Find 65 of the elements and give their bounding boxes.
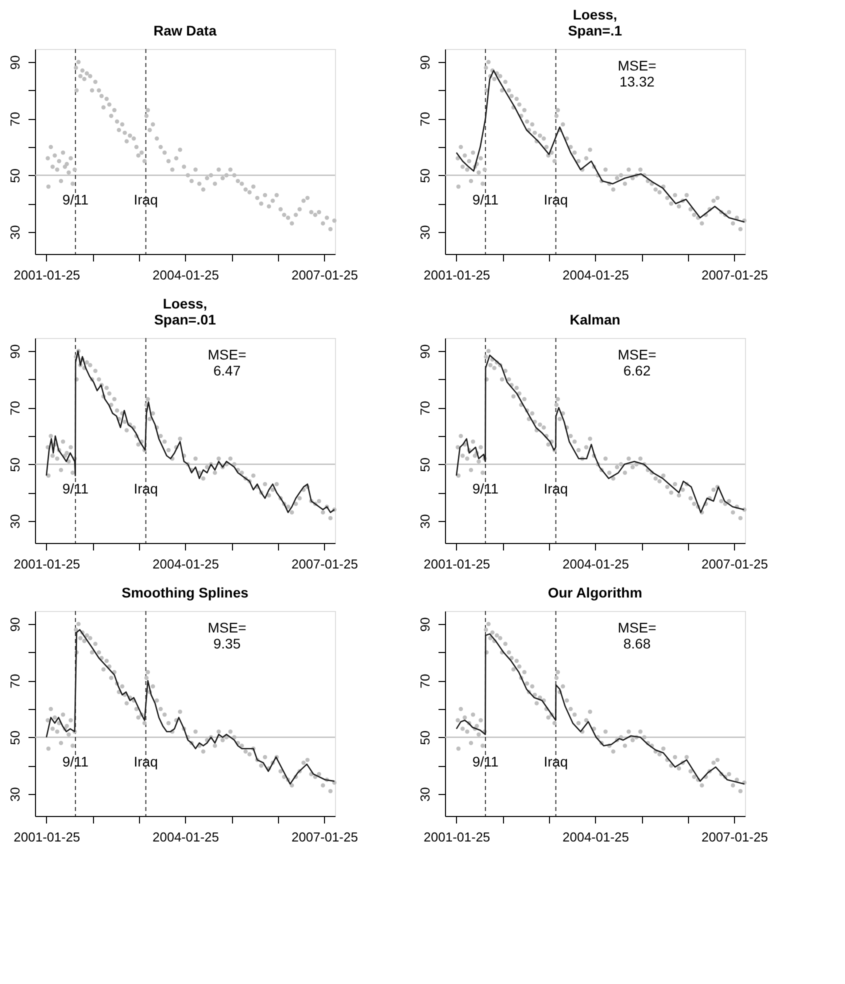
ref-line-label: Iraq [134,192,158,208]
y-tick-label: 50 [418,458,432,472]
y-tick-label: 90 [418,344,432,359]
x-tick-label: 2004-01-25 [562,268,630,282]
x-tick-label: 2001-01-25 [424,268,490,282]
x-tick-label: 2007-01-25 [291,830,358,844]
x-tick-label: 2007-01-25 [701,830,768,844]
x-tick-label: 2001-01-25 [424,556,490,572]
ref-line-label: 9/11 [472,480,499,497]
chart-title: Smoothing Splines [122,584,249,600]
annotation: MSE= 8.68 [618,619,656,652]
y-tick-label: 70 [8,112,22,126]
x-tick-label: 2004-01-25 [152,830,220,844]
x-tick-label: 2007-01-25 [701,268,768,282]
chart-title: Kalman [570,312,620,328]
x-tick-label: 2001-01-25 [424,830,490,844]
y-tick-label: 70 [418,674,432,688]
x-tick-label: 2004-01-25 [152,556,220,572]
y-tick-label: 30 [418,787,432,802]
y-tick-label: 70 [8,674,22,688]
ref-line-label: 9/11 [62,192,89,208]
x-tick-label: 2004-01-25 [152,268,220,282]
y-tick-label: 90 [8,617,22,632]
y-tick-label: 90 [8,344,22,359]
ref-line-label: Iraq [134,480,158,497]
y-tick-label: 30 [418,225,432,240]
ref-line-label: 9/11 [62,754,89,770]
y-tick-label: 90 [418,617,432,632]
ref-line-label: Iraq [544,480,568,497]
ref-line-label: Iraq [134,754,158,770]
x-tick-label: 2007-01-25 [701,556,768,572]
y-tick-label: 50 [8,730,22,746]
chart-title: Our Algorithm [548,584,642,600]
annotation: MSE= 9.35 [208,619,246,652]
x-tick-label: 2001-01-25 [14,556,80,572]
y-tick-label: 30 [8,225,22,240]
y-tick-label: 90 [418,55,432,70]
annotation: MSE= 6.47 [208,346,246,378]
x-tick-label: 2001-01-25 [14,830,80,844]
y-tick-label: 70 [8,400,22,416]
chart-title: Raw Data [153,22,217,38]
chart-title: Loess, Span=.01 [154,296,216,328]
y-tick-label: 30 [8,787,22,802]
x-tick-label: 2007-01-25 [291,556,358,572]
annotation: MSE= 6.62 [618,346,656,378]
chart-title: Loess, Span=.1 [568,6,622,38]
y-tick-label: 70 [418,112,432,126]
x-tick-label: 2001-01-25 [14,268,80,282]
y-tick-label: 30 [418,514,432,529]
x-tick-label: 2004-01-25 [562,556,630,572]
y-tick-label: 50 [8,458,22,472]
y-tick-label: 50 [418,168,432,184]
x-tick-label: 2007-01-25 [291,268,358,282]
ref-line-label: Iraq [544,754,568,770]
ref-line-label: 9/11 [472,192,499,208]
ref-line-label: 9/11 [472,754,499,770]
ref-line-label: 9/11 [62,480,89,497]
y-tick-label: 70 [418,400,432,416]
y-tick-label: 90 [8,55,22,70]
annotation: MSE= 13.32 [618,57,656,90]
y-tick-label: 30 [8,514,22,529]
x-tick-label: 2004-01-25 [562,830,630,844]
y-tick-label: 50 [8,168,22,184]
ref-line-label: Iraq [544,192,568,208]
y-tick-label: 50 [418,730,432,746]
